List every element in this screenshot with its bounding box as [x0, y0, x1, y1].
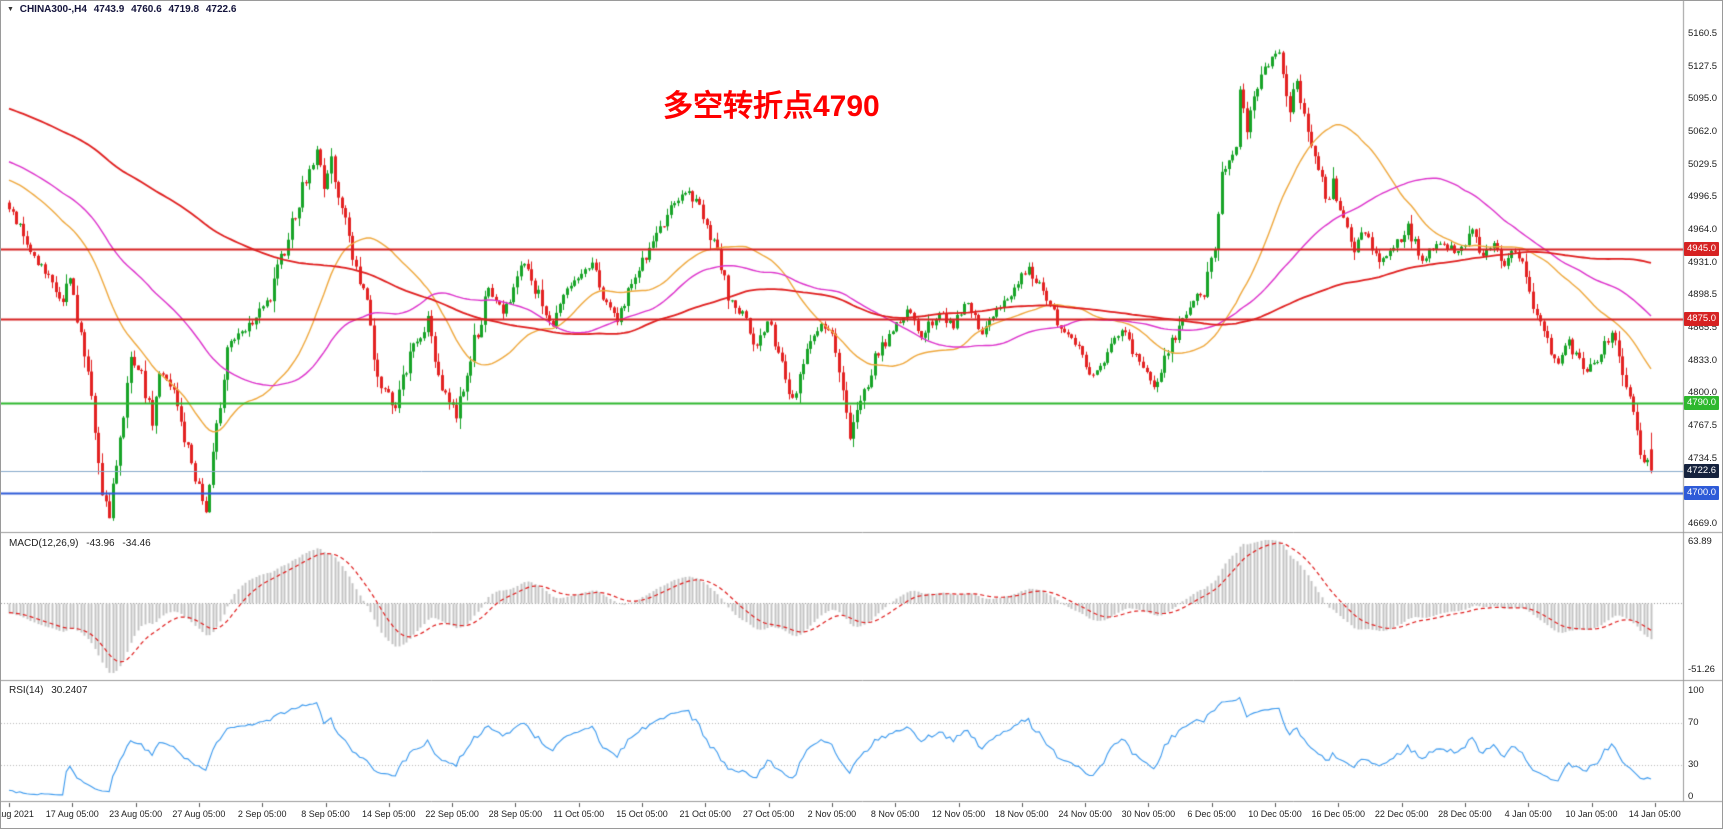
- chart-annotation-text[interactable]: 多空转折点4790: [663, 90, 880, 123]
- time-axis-label: 10 Jan 05:00: [1565, 809, 1618, 819]
- macd-signal-value: -34.46: [122, 538, 151, 549]
- price-line-badge: 4700.0: [1684, 486, 1720, 501]
- time-axis-label: 18 Nov 05:00: [995, 809, 1049, 819]
- time-axis-label: 22 Sep 05:00: [425, 809, 479, 819]
- rsi-axis-label: 100: [1688, 685, 1704, 696]
- time-axis-label: 15 Oct 05:00: [616, 809, 668, 819]
- price-line-badge: 4722.6: [1684, 463, 1720, 478]
- price-tick-label: 4734.5: [1688, 452, 1718, 464]
- price-tick-label: 5062.0: [1688, 126, 1718, 138]
- time-axis-label: 2 Sep 05:00: [237, 809, 287, 819]
- price-tick-label: 4800.0: [1688, 387, 1718, 399]
- symbol-timeframe-label: CHINA300-,H4: [19, 4, 87, 15]
- time-axis-label: 16 Dec 05:00: [1311, 809, 1366, 819]
- time-axis-label: 10 Dec 05:00: [1248, 809, 1302, 819]
- price-tick-label: 5029.5: [1688, 158, 1718, 170]
- price-tick-label: 4767.5: [1688, 419, 1718, 431]
- time-axis-label: 2 Nov 05:00: [807, 809, 857, 819]
- macd-indicator-label: MACD(12,26,9) -43.96 -34.46: [9, 538, 156, 549]
- ohlc-high-value: 4760.6: [131, 4, 162, 15]
- time-axis-label: 24 Nov 05:00: [1058, 809, 1112, 819]
- time-axis-label: 11 Oct 05:00: [553, 809, 605, 819]
- time-axis-label: 27 Aug 05:00: [172, 809, 226, 819]
- rsi-indicator-label: RSI(14) 30.2407: [9, 685, 92, 696]
- time-axis-label: 23 Aug 05:00: [109, 809, 163, 819]
- time-axis-label: 8 Sep 05:00: [301, 809, 350, 819]
- rsi-axis-label: 0: [1688, 791, 1694, 802]
- ohlc-close-value: 4722.6: [205, 4, 237, 15]
- price-tick-label: 5095.0: [1688, 93, 1718, 105]
- time-axis-label: 11 Aug 2021: [1, 809, 34, 819]
- time-axis-label: 8 Nov 05:00: [870, 809, 920, 819]
- macd-name: MACD(12,26,9): [9, 538, 79, 549]
- macd-axis-min-label: -51.26: [1688, 664, 1715, 675]
- price-tick-label: 4996.5: [1688, 191, 1718, 203]
- time-axis-label: 4 Jan 05:00: [1504, 809, 1552, 819]
- macd-axis-max-label: 63.89: [1688, 536, 1712, 547]
- macd-main-value: -43.96: [86, 538, 115, 549]
- price-tick-label: 4931.0: [1688, 256, 1718, 268]
- rsi-axis-label: 70: [1688, 716, 1699, 728]
- rsi-axis-label: 30: [1688, 759, 1699, 771]
- time-axis-label: 6 Dec 05:00: [1187, 809, 1236, 819]
- time-axis-label: 21 Oct 05:00: [679, 809, 732, 819]
- price-tick-label: 4833.0: [1688, 354, 1718, 366]
- time-axis-label: 14 Sep 05:00: [362, 809, 416, 819]
- macd-pane-region[interactable]: [1, 534, 1683, 679]
- symbol-dropdown-icon[interactable]: ▼: [7, 6, 14, 13]
- price-tick-label: 4964.0: [1688, 223, 1718, 235]
- time-axis-label: 17 Aug 05:00: [45, 809, 99, 819]
- time-axis-label: 22 Dec 05:00: [1374, 809, 1429, 819]
- chart-title-line: ▼ CHINA300-,H4 4743.9 4760.6 4719.8 4722…: [7, 4, 240, 15]
- ohlc-open-value: 4743.9: [93, 4, 125, 15]
- time-axis-label: 28 Sep 05:00: [488, 809, 543, 819]
- price-line-badge: 4790.0: [1684, 396, 1720, 411]
- price-tick-label: 4898.5: [1688, 289, 1718, 301]
- rsi-pane-region[interactable]: [1, 682, 1683, 801]
- price-line-badge: 4945.0: [1684, 241, 1720, 256]
- time-axis-label: 14 Jan 05:00: [1628, 809, 1681, 819]
- time-axis-label: 30 Nov 05:00: [1121, 809, 1176, 819]
- price-tick-label: 5160.5: [1688, 28, 1718, 39]
- time-axis-label: 28 Dec 05:00: [1438, 809, 1492, 819]
- price-tick-label: 4865.5: [1688, 322, 1718, 334]
- price-tick-label: 4669.0: [1688, 518, 1718, 529]
- rsi-value: 30.2407: [51, 685, 88, 696]
- time-axis-label: 12 Nov 05:00: [931, 809, 986, 819]
- price-line-badge: 4875.0: [1684, 311, 1720, 326]
- price-tick-label: 5127.5: [1688, 60, 1718, 72]
- time-axis-label: 27 Oct 05:00: [742, 809, 795, 819]
- rsi-name: RSI(14): [9, 685, 44, 696]
- ohlc-low-value: 4719.8: [168, 4, 200, 15]
